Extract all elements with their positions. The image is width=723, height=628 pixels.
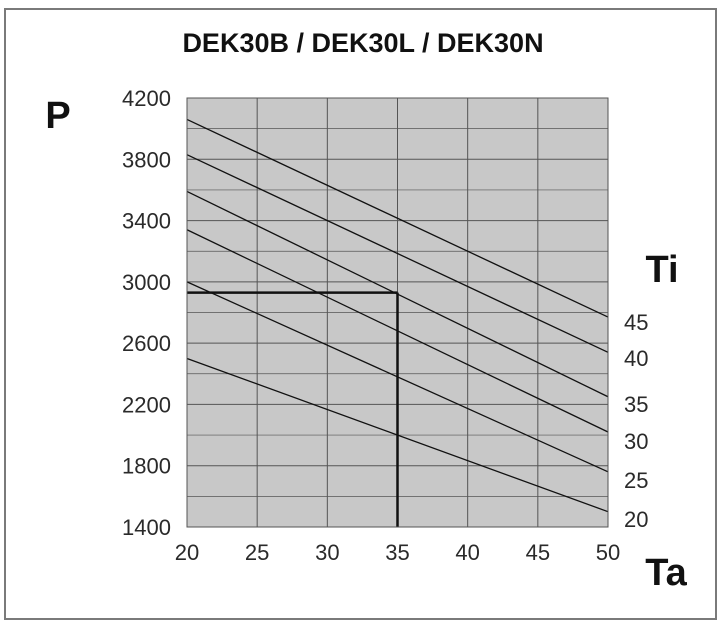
x-tick-label: 40: [455, 540, 479, 565]
series-label: 20: [624, 507, 648, 532]
x-tick-label: 50: [596, 540, 620, 565]
chart-title: DEK30B / DEK30L / DEK30N: [182, 28, 543, 58]
x-tick-label: 30: [315, 540, 339, 565]
x-tick-label: 45: [526, 540, 550, 565]
y-tick-label: 3800: [122, 147, 171, 172]
series-line-40: [186, 154, 609, 353]
series-axis-label: Ti: [645, 249, 678, 291]
series-label: 40: [624, 346, 648, 371]
series-line-45: [186, 118, 609, 318]
y-tick-label: 3000: [122, 270, 171, 295]
series-label: 35: [624, 392, 648, 417]
series-label: 45: [624, 310, 648, 335]
y-tick-label: 4200: [122, 86, 171, 111]
y-tick-label: 2600: [122, 331, 171, 356]
x-tick-label: 35: [385, 540, 409, 565]
y-axis-label: P: [45, 95, 70, 137]
series-label: 25: [624, 468, 648, 493]
plot-border: [186, 97, 609, 528]
y-tick-label: 3400: [122, 209, 171, 234]
y-tick-label: 1400: [122, 515, 171, 540]
series-label: 30: [624, 429, 648, 454]
x-tick-label: 20: [175, 540, 199, 565]
y-tick-label: 1800: [122, 454, 171, 479]
x-tick-label: 25: [245, 540, 269, 565]
x-axis-label: Ta: [645, 552, 687, 594]
y-tick-label: 2200: [122, 392, 171, 417]
